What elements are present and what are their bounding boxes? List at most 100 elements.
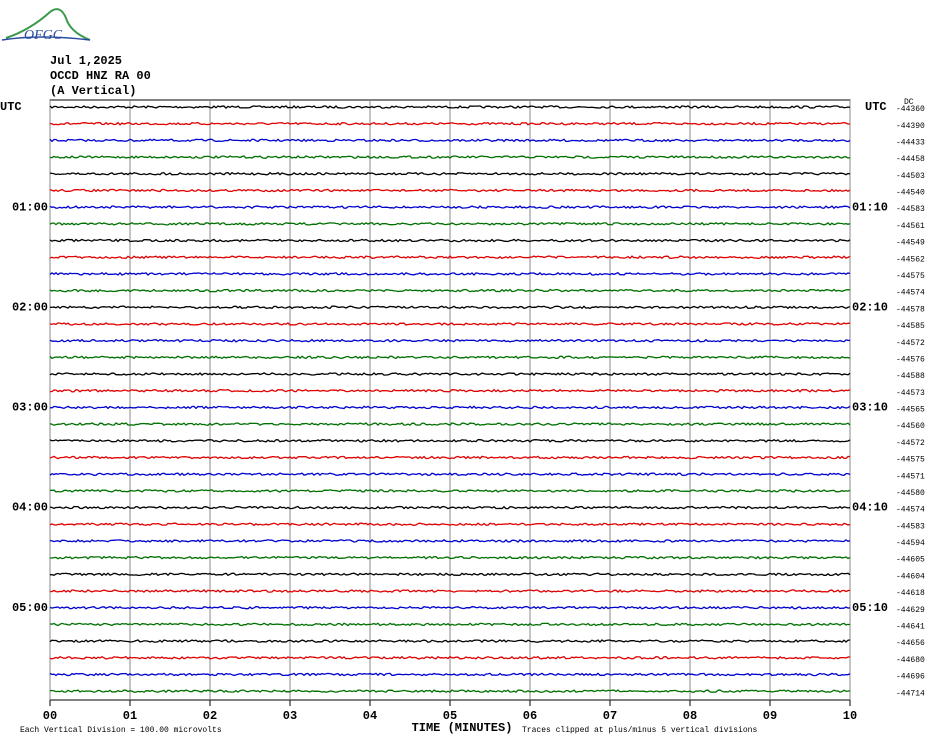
trace — [49, 138, 851, 143]
component: (A Vertical) — [50, 84, 136, 98]
left-time-label: 04:00 — [12, 501, 48, 515]
trace — [49, 672, 851, 677]
station: OCCD HNZ RA 00 — [50, 69, 151, 83]
right-time-label: 03:10 — [852, 401, 888, 415]
left-time-label: 05:00 — [12, 601, 48, 615]
trace — [49, 205, 851, 210]
trace — [49, 121, 850, 126]
dc-offset-label: -44561 — [896, 222, 925, 231]
trace — [49, 305, 851, 310]
trace — [49, 255, 851, 260]
trace — [49, 171, 851, 176]
trace — [49, 422, 851, 427]
dc-offset-label: -44503 — [896, 172, 925, 181]
x-axis-title: TIME (MINUTES) — [412, 721, 513, 735]
dc-offset-label: -44571 — [896, 472, 925, 481]
trace — [49, 388, 851, 393]
dc-offset-label: -44604 — [896, 572, 925, 581]
dc-offset-label: -44696 — [896, 673, 925, 682]
dc-offset-label: -44641 — [896, 622, 925, 631]
dc-label: DC — [904, 98, 914, 107]
dc-offset-label: -44573 — [896, 389, 925, 398]
dc-offset-label: -44574 — [896, 506, 925, 515]
left-time-label: 01:00 — [12, 200, 48, 214]
trace — [49, 155, 851, 159]
trace — [49, 271, 851, 276]
dc-offset-label: -44565 — [896, 406, 925, 415]
dc-offset-label: -44583 — [896, 205, 925, 214]
left-time-label: 03:00 — [12, 401, 48, 415]
x-tick-label: 06 — [523, 709, 537, 723]
trace — [49, 372, 851, 377]
dc-offset-label: -44588 — [896, 372, 925, 381]
dc-offset-label: -44714 — [896, 689, 925, 698]
right-time-label: 04:10 — [852, 501, 888, 515]
dc-offset-label: -44458 — [896, 155, 925, 164]
x-tick-label: 00 — [43, 709, 57, 723]
trace — [49, 188, 851, 193]
dc-offset-label: -44562 — [896, 255, 925, 264]
dc-offset-label: -44605 — [896, 556, 925, 565]
trace — [49, 288, 851, 293]
trace — [49, 405, 851, 410]
trace — [49, 639, 851, 644]
dc-offset-label: -44433 — [896, 138, 925, 147]
x-tick-label: 07 — [603, 709, 617, 723]
trace — [49, 104, 851, 109]
dc-offset-label: -44574 — [896, 289, 925, 298]
trace — [50, 555, 851, 560]
trace — [49, 322, 851, 326]
trace — [49, 655, 851, 660]
date: Jul 1,2025 — [50, 54, 122, 68]
dc-offset-label: -44360 — [896, 105, 925, 114]
dc-offset-label: -44575 — [896, 456, 925, 465]
trace — [49, 572, 851, 577]
dc-offset-label: -44572 — [896, 339, 925, 348]
dc-offset-label: -44583 — [896, 522, 925, 531]
trace — [49, 622, 851, 627]
right-time-label: 01:10 — [852, 200, 888, 214]
trace — [49, 438, 851, 443]
left-time-label: 02:00 — [12, 300, 48, 314]
dc-offset-label: -44680 — [896, 656, 925, 665]
dc-offset-label: -44578 — [896, 305, 925, 314]
trace — [49, 455, 851, 460]
trace — [49, 338, 851, 343]
x-tick-label: 08 — [683, 709, 697, 723]
logo: OFGC — [1, 8, 91, 43]
trace — [49, 238, 851, 243]
dc-offset-label: -44585 — [896, 322, 925, 331]
footnote: Each Vertical Division = 100.00 microvol… — [20, 726, 222, 735]
trace — [49, 522, 851, 527]
right-time-label: UTC — [865, 100, 887, 114]
note: Traces clipped at plus/minus 5 vertical … — [522, 726, 757, 735]
trace — [49, 589, 851, 594]
trace — [49, 538, 851, 543]
trace — [49, 505, 851, 510]
trace — [49, 689, 851, 694]
trace — [49, 605, 851, 610]
x-tick-label: 03 — [283, 709, 297, 723]
logo-swoosh — [5, 8, 91, 41]
dc-offset-label: -44560 — [896, 422, 925, 431]
dc-offset-label: -44618 — [896, 589, 925, 598]
trace — [49, 472, 851, 477]
right-time-label: 05:10 — [852, 601, 888, 615]
trace — [49, 355, 851, 360]
left-time-label: UTC — [0, 100, 22, 114]
trace — [49, 489, 851, 493]
x-tick-label: 09 — [763, 709, 777, 723]
trace — [49, 221, 851, 226]
x-tick-label: 04 — [363, 709, 377, 723]
dc-offset-label: -44572 — [896, 439, 925, 448]
dc-offset-label: -44576 — [896, 355, 925, 364]
dc-offset-label: -44549 — [896, 239, 925, 248]
logo-wave — [1, 36, 91, 41]
dc-offset-label: -44629 — [896, 606, 925, 615]
x-tick-label: 10 — [843, 709, 857, 723]
dc-offset-label: -44580 — [896, 489, 925, 498]
dc-offset-label: -44390 — [896, 122, 925, 131]
dc-offset-label: -44540 — [896, 189, 925, 198]
